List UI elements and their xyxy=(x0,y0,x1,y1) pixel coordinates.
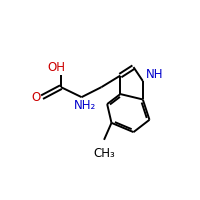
Text: CH₃: CH₃ xyxy=(93,147,115,160)
Text: NH: NH xyxy=(146,68,163,81)
Text: O: O xyxy=(31,91,40,104)
Text: OH: OH xyxy=(47,61,65,74)
Text: NH₂: NH₂ xyxy=(74,99,97,112)
